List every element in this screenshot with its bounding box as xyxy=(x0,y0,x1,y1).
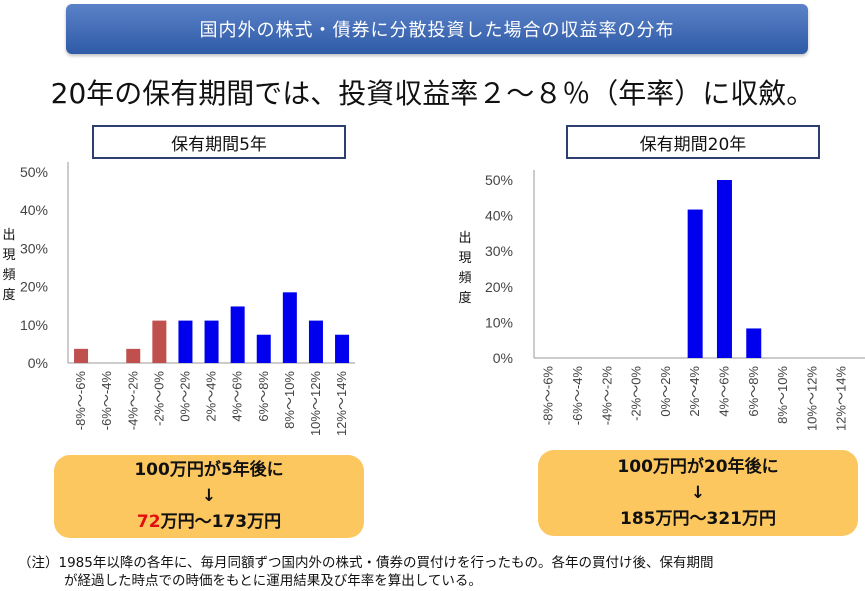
y-label-char: 度 xyxy=(458,291,472,306)
footnote: （注）1985年以降の各年に、毎月同額ずつ国内外の株式・債券の買付けを行ったもの… xyxy=(18,554,858,590)
bar xyxy=(230,306,245,363)
x-tick-label: -8%～-6% xyxy=(541,366,556,426)
bar xyxy=(335,334,350,363)
banner-title: 国内外の株式・債券に分散投資した場合の収益率の分布 xyxy=(66,4,808,54)
y-axis-label-5y: 出 現 頻 度 xyxy=(1,226,17,306)
chart-title-5y: 保有期間5年 xyxy=(92,125,346,159)
x-tick-label: 6%～8% xyxy=(256,371,271,422)
headline: 20年の保有期間では、投資収益率２～８％（年率）に収斂。 xyxy=(50,77,815,110)
y-tick-label: 20% xyxy=(20,279,48,295)
y-tick-label: 30% xyxy=(485,243,513,259)
result-box-20y: 100万円が20年後に ↓ 185万円～321万円 xyxy=(538,450,858,536)
x-tick-label: 0%～2% xyxy=(658,366,673,417)
chart-title-20y: 保有期間20年 xyxy=(566,125,820,159)
y-tick-label: 10% xyxy=(485,314,513,330)
y-tick-label: 50% xyxy=(485,172,513,188)
y-label-char: 現 xyxy=(2,248,16,263)
result-text: 100万円が20年後に xyxy=(617,457,779,477)
footnote-line: が経過した時点での時価をもとに運用結果及び年率を算出している。 xyxy=(64,573,482,589)
bar xyxy=(282,292,297,363)
result-range: 185万円～321万円 xyxy=(538,506,858,532)
x-tick-label: -8%～-6% xyxy=(73,371,88,431)
x-tick-label: 8%～10% xyxy=(282,371,297,429)
histogram-5y: 0% 10% 20% 30% 40% 50% -8%～-6% -6%～-4% -4%～-2% -2… xyxy=(20,162,355,436)
y-tick-label: 0% xyxy=(28,355,48,371)
y-tick-label: 0% xyxy=(493,350,513,366)
bar xyxy=(74,348,89,363)
result-range-rest: 万円～321万円 xyxy=(655,509,777,529)
bar xyxy=(308,320,323,363)
x-tick-label: 10%～12% xyxy=(804,366,819,431)
y-label-char: 頻 xyxy=(2,268,16,283)
result-range-rest: 万円～173万円 xyxy=(160,512,282,532)
bar xyxy=(178,320,193,363)
x-tick-label: -2%～0% xyxy=(151,371,166,426)
x-tick-label: 8%～10% xyxy=(775,366,790,424)
x-tick-label: -2%～0% xyxy=(629,366,644,421)
y-label-char: 頻 xyxy=(458,271,472,286)
bar xyxy=(716,180,732,358)
x-tick-label: 6%～8% xyxy=(746,366,761,417)
x-tick-label: 0%～2% xyxy=(177,371,192,422)
x-tick-label: -4%～-2% xyxy=(599,366,614,426)
x-tick-label: 4%～6% xyxy=(230,371,245,422)
y-axis-label-20y: 出 現 頻 度 xyxy=(457,229,473,309)
x-tick-label: 12%～14% xyxy=(834,366,849,431)
x-tick-label: 10%～12% xyxy=(308,371,323,436)
x-tick-label: 2%～4% xyxy=(204,371,219,422)
down-arrow-icon: ↓ xyxy=(201,486,217,506)
y-label-char: 度 xyxy=(2,288,16,303)
bar xyxy=(256,334,271,363)
bar xyxy=(152,320,167,363)
y-label-char: 出 xyxy=(2,228,16,243)
bar xyxy=(204,320,219,363)
bar xyxy=(126,348,141,363)
bar xyxy=(746,328,762,358)
x-tick-label: 2%～4% xyxy=(687,366,702,417)
y-tick-label: 40% xyxy=(485,208,513,224)
histogram-20y: 0% 10% 20% 30% 40% 50% -8%～-6% -6%～-4% -4%～-2% -2… xyxy=(485,170,865,431)
x-tick-label: -6%～-4% xyxy=(570,366,585,426)
y-tick-label: 30% xyxy=(20,240,48,256)
down-arrow-icon: ↓ xyxy=(690,483,706,503)
x-tick-label: 12%～14% xyxy=(334,371,349,436)
result-low-value: 72 xyxy=(136,512,161,532)
x-tick-label: 4%～6% xyxy=(716,366,731,417)
y-label-char: 出 xyxy=(458,231,472,246)
x-tick-label: -6%～-4% xyxy=(99,371,114,431)
result-text: 100万円が5年後に xyxy=(134,460,284,480)
y-tick-label: 50% xyxy=(20,164,48,180)
y-tick-label: 10% xyxy=(20,317,48,333)
result-box-5y: 100万円が5年後に ↓ 72万円～173万円 xyxy=(54,455,364,538)
footnote-line: （注）1985年以降の各年に、毎月同額ずつ国内外の株式・債券の買付けを行ったもの… xyxy=(18,555,714,571)
y-tick-label: 20% xyxy=(485,279,513,295)
y-label-char: 現 xyxy=(458,251,472,266)
y-tick-label: 40% xyxy=(20,202,48,218)
result-range: 72万円～173万円 xyxy=(54,509,364,535)
result-low-value: 185 xyxy=(620,509,656,529)
bar xyxy=(687,209,703,358)
x-tick-label: -4%～-2% xyxy=(125,371,140,431)
